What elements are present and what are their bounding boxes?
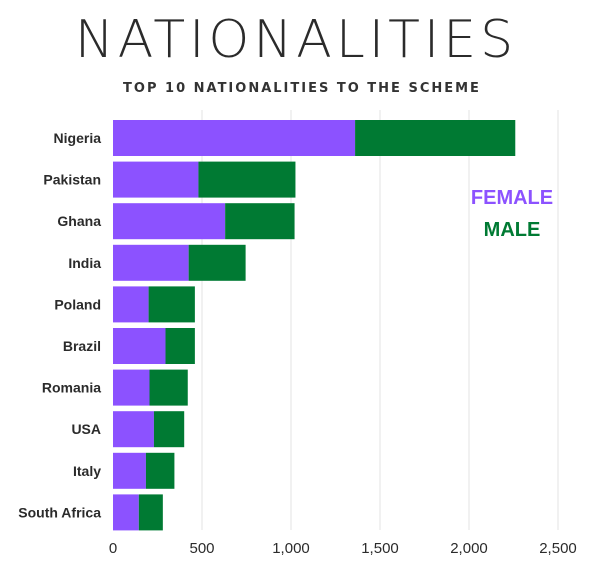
legend-female: FEMALE (471, 187, 553, 209)
bar-male-italy (145, 452, 175, 489)
x-tick-label: 500 (189, 540, 214, 557)
chart-title: NATIONALITIES (74, 10, 518, 70)
x-tick-label: 2,000 (450, 540, 488, 557)
bar-female-italy (113, 452, 146, 489)
bar-female-romania (113, 369, 150, 406)
category-label: India (68, 255, 101, 271)
bar-male-south-africa (138, 494, 163, 531)
legend: FEMALE MALE (471, 187, 553, 241)
category-label: Poland (54, 296, 101, 312)
chart-subtitle: TOP 10 NATIONALITIES TO THE SCHEME (123, 81, 481, 96)
bar-male-pakistan (198, 161, 296, 198)
bar-female-pakistan (113, 161, 199, 198)
legend-male: MALE (484, 219, 541, 241)
category-label: USA (71, 421, 101, 437)
bar-female-nigeria (113, 120, 356, 156)
category-label: Italy (73, 463, 101, 479)
category-label: Ghana (57, 213, 101, 229)
category-label: Brazil (63, 338, 101, 354)
bar-female-poland (113, 286, 149, 323)
bar-male-india (188, 244, 246, 281)
bar-female-ghana (113, 203, 226, 240)
bars (113, 120, 516, 531)
category-labels: Nigeria Pakistan Ghana India Poland Brazil Rom… (18, 130, 101, 520)
bar-male-poland (148, 286, 195, 323)
bar-female-india (113, 244, 189, 281)
category-label: Pakistan (43, 172, 101, 188)
x-tick-label: 2,500 (539, 540, 577, 557)
bar-male-brazil (165, 328, 195, 364)
category-label: Nigeria (54, 130, 102, 146)
bar-male-usa (153, 411, 185, 448)
bar-female-usa (113, 411, 154, 448)
x-tick-label: 1,500 (361, 540, 399, 557)
bar-female-south-africa (113, 494, 139, 531)
bar-female-brazil (113, 328, 166, 364)
bar-male-nigeria (355, 120, 516, 156)
x-tick-labels: 0 500 1,000 1,500 2,000 2,500 (109, 540, 577, 557)
x-tick-label: 0 (109, 540, 117, 557)
bar-male-ghana (225, 203, 295, 240)
category-label: South Africa (18, 504, 101, 520)
x-tick-label: 1,000 (272, 540, 310, 557)
category-label: Romania (42, 380, 101, 396)
bar-male-romania (149, 369, 188, 406)
